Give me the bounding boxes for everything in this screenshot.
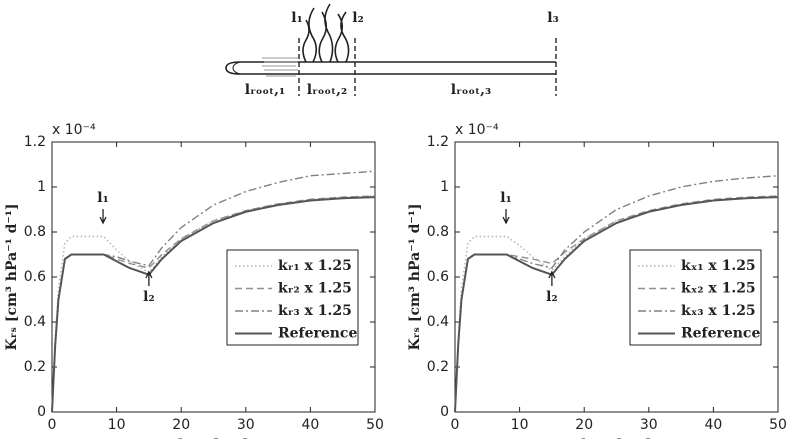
- diagram-label: l₁: [291, 10, 302, 26]
- y-tick-label: 0.4: [24, 314, 46, 330]
- chart: 0 10 20 30 40 50 0 0.2 0.4 0.6 0.8 1 1.2 x 10⁻⁴ lᵣₒₒₜ …: [407, 122, 787, 439]
- legend-label: kᵣ₁ x 1.25: [278, 258, 352, 274]
- legend-label: Reference: [681, 326, 760, 342]
- y-tick-label: 0.6: [24, 269, 46, 285]
- x-tick-label: 10: [511, 417, 529, 433]
- annotation: l₂: [143, 289, 154, 305]
- legend-box: [226, 249, 359, 346]
- annotation-arrow: [145, 270, 153, 286]
- y-tick-label: 0.8: [427, 224, 449, 240]
- y-tick-label: 0.6: [427, 269, 449, 285]
- y-tick-label: 0: [440, 404, 449, 420]
- diagram-label: lᵣₒₒₜ,₂: [307, 82, 347, 98]
- legend-label: kₓ₁ x 1.25: [681, 258, 756, 274]
- series-line: [51, 196, 376, 413]
- diagram-label: l₃: [547, 10, 558, 26]
- y-tick-label: 0.2: [427, 359, 449, 375]
- y-axis-label: Kᵣₛ [cm³ hPa⁻¹ d⁻¹]: [407, 203, 423, 350]
- root-tip: [232, 61, 241, 75]
- legend-label: Reference: [278, 326, 357, 342]
- y-tick-label: 0.2: [24, 359, 46, 375]
- y-tick-label: 1: [37, 179, 46, 195]
- x-tick-label: 0: [48, 417, 57, 433]
- x-axis-label: lᵣₒₒₜ [cm]: [178, 437, 249, 439]
- x-tick-label: 40: [301, 417, 319, 433]
- axis-scale-label: x 10⁻⁴: [52, 122, 96, 138]
- diagram-label: l₂: [352, 10, 363, 26]
- legend-label: kₓ₂ x 1.25: [681, 281, 756, 297]
- x-tick-label: 40: [704, 417, 722, 433]
- x-axis-label: lᵣₒₒₜ [cm]: [581, 437, 652, 439]
- legend: kᵣ₁ x 1.25 kᵣ₂ x 1.25 kᵣ₃ x 1.25 Reference: [226, 249, 359, 346]
- x-tick-label: 30: [640, 417, 658, 433]
- legend-label: kᵣ₃ x 1.25: [278, 303, 352, 319]
- y-tick-label: 0.4: [427, 314, 449, 330]
- y-tick-label: 1: [440, 179, 449, 195]
- diagram-labels: l₁ l₂ l₃ lᵣₒₒₜ,₁ lᵣₒₒₜ,₂ lᵣₒₒₜ,₃: [245, 10, 559, 98]
- series-line: [51, 195, 376, 413]
- y-tick-label: 0.8: [24, 224, 46, 240]
- x-tick-label: 20: [172, 417, 190, 433]
- diagram-label: lᵣₒₒₜ,₁: [245, 82, 285, 98]
- y-tick-label: 1.2: [24, 134, 46, 150]
- legend-label: kᵣ₂ x 1.25: [278, 281, 352, 297]
- annotation-arrow: [99, 209, 107, 225]
- x-tick-label: 30: [237, 417, 255, 433]
- y-tick-label: 0: [37, 404, 46, 420]
- series-line: [454, 196, 779, 413]
- y-tick-label: 1.2: [427, 134, 449, 150]
- annotation: l₁: [97, 190, 108, 206]
- x-tick-label: 50: [769, 417, 787, 433]
- root-hairs: [302, 3, 350, 63]
- root-cap-hatching: [262, 57, 298, 77]
- x-tick-label: 0: [451, 417, 460, 433]
- root-outline: [225, 61, 556, 75]
- annotation: l₁: [500, 190, 511, 206]
- zone-boundaries: [298, 38, 557, 96]
- y-axis-label: Kᵣₛ [cm³ hPa⁻¹ d⁻¹]: [4, 203, 20, 350]
- diagram-label: lᵣₒₒₜ,₃: [451, 82, 491, 98]
- annotation-arrow: [502, 209, 510, 225]
- x-tick-label: 50: [366, 417, 384, 433]
- legend: kₓ₁ x 1.25 kₓ₂ x 1.25 kₓ₃ x 1.25 Reference: [629, 249, 762, 346]
- x-tick-label: 10: [108, 417, 126, 433]
- legend-box: [629, 249, 762, 346]
- x-tick-label: 20: [575, 417, 593, 433]
- annotation: l₂: [546, 289, 557, 305]
- legend-label: kₓ₃ x 1.25: [681, 303, 756, 319]
- root-diagram: [225, 3, 557, 96]
- axis-scale-label: x 10⁻⁴: [455, 122, 499, 138]
- chart: 0 10 20 30 40 50 0 0.2 0.4 0.6 0.8 1 1.2 x 10⁻⁴ lᵣₒₒₜ …: [4, 122, 384, 439]
- annotation-arrow: [548, 270, 556, 286]
